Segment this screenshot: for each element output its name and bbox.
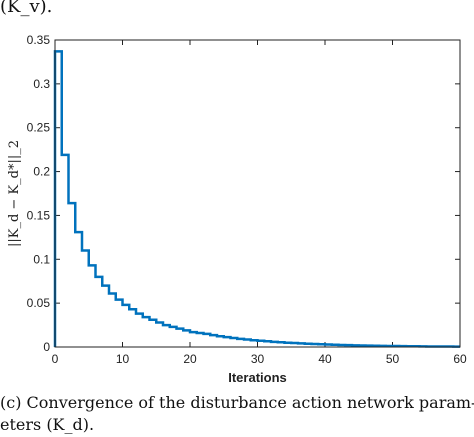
y-tick-label: 0: [43, 340, 50, 354]
x-tick-label: 50: [386, 352, 400, 366]
y-tick-label: 0.2: [33, 165, 50, 179]
figure-caption: (c) Convergence of the disturbance actio…: [0, 392, 474, 436]
y-tick-label: 0.15: [27, 208, 51, 222]
x-tick-label: 0: [52, 352, 59, 366]
plot-area-frame: [54, 39, 461, 348]
x-tick-label: 10: [116, 352, 130, 366]
x-tick-label: 30: [251, 352, 265, 366]
y-tick-label: 0.3: [33, 77, 50, 91]
y-tick-label: 0.05: [27, 296, 51, 310]
y-axis-ticks: 0 0.05 0.1 0.15 0.2 0.25 0.3 0.35: [27, 33, 460, 354]
series-line: [53, 50, 460, 348]
y-tick-label: 0.1: [33, 252, 50, 266]
y-axis-label: ||K_d − K_d*||_2: [7, 140, 22, 247]
y-tick-label: 0.35: [27, 33, 51, 47]
x-tick-label: 40: [318, 352, 332, 366]
y-tick-label: 0.25: [27, 121, 51, 135]
x-axis-ticks: 0 10 20 30 40 50 60: [52, 40, 467, 366]
top-caption: (K_v).: [0, 0, 53, 17]
x-tick-label: 60: [453, 352, 467, 366]
caption-line-1: (c) Convergence of the disturbance actio…: [0, 393, 474, 412]
x-tick-label: 20: [183, 352, 197, 366]
caption-line-2: eters (K_d).: [0, 415, 95, 434]
x-axis-label: Iterations: [228, 370, 287, 385]
